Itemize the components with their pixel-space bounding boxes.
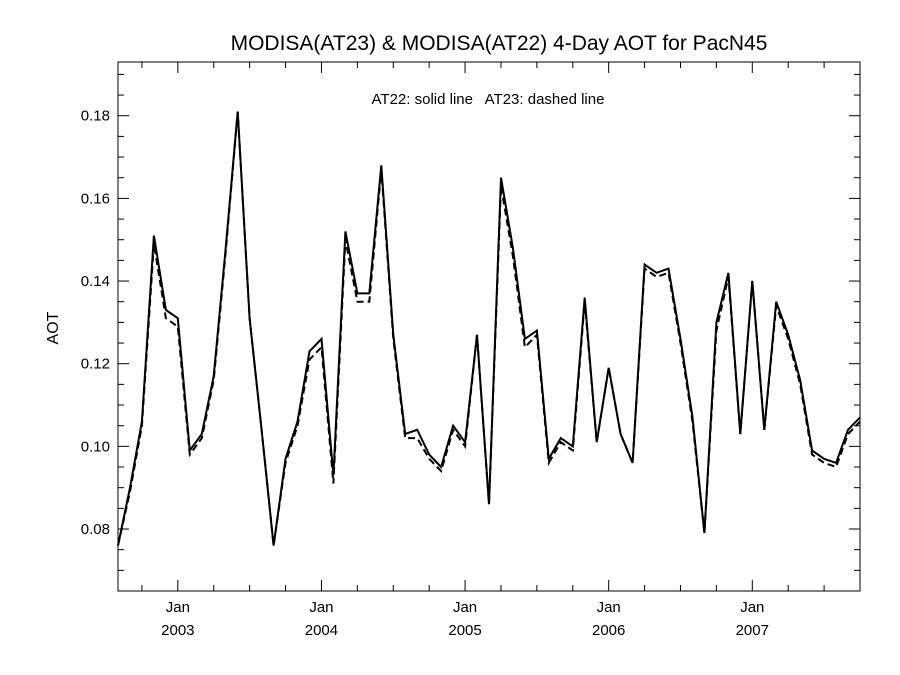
x-tick-label-month: Jan — [453, 599, 477, 616]
y-tick-label: 0.08 — [81, 521, 110, 538]
x-tick-label-year: 2005 — [448, 622, 481, 639]
y-axis-label: AOT — [45, 311, 62, 344]
x-tick-label-year: 2003 — [161, 622, 194, 639]
y-tick-label: 0.18 — [81, 108, 110, 125]
x-tick-label-year: 2004 — [305, 622, 338, 639]
x-tick-label-year: 2006 — [592, 622, 625, 639]
x-tick-label-month: Jan — [740, 599, 764, 616]
tick-label-group: 0.08 0.10 0.12 0.14 0.16 0.18 Jan 2003 Jan 2004 Ja… — [81, 108, 769, 639]
chart-title: MODISA(AT23) & MODISA(AT22) 4-Day AOT fo… — [231, 32, 768, 55]
x-tick-label-month: Jan — [597, 599, 621, 616]
x-tick-label-month: Jan — [166, 599, 190, 616]
y-tick-label: 0.10 — [81, 438, 110, 455]
y-tick-label: 0.16 — [81, 190, 110, 207]
plot-frame — [117, 61, 861, 592]
x-tick-label-month: Jan — [309, 599, 333, 616]
tick-group — [118, 62, 861, 592]
legend-annotation: AT22: solid line AT23: dashed line — [372, 91, 605, 108]
series-group — [117, 111, 861, 546]
x-tick-label-year: 2007 — [736, 622, 769, 639]
y-tick-label: 0.14 — [81, 273, 110, 290]
y-tick-label: 0.12 — [81, 356, 110, 373]
series-line-at23 — [117, 111, 861, 546]
